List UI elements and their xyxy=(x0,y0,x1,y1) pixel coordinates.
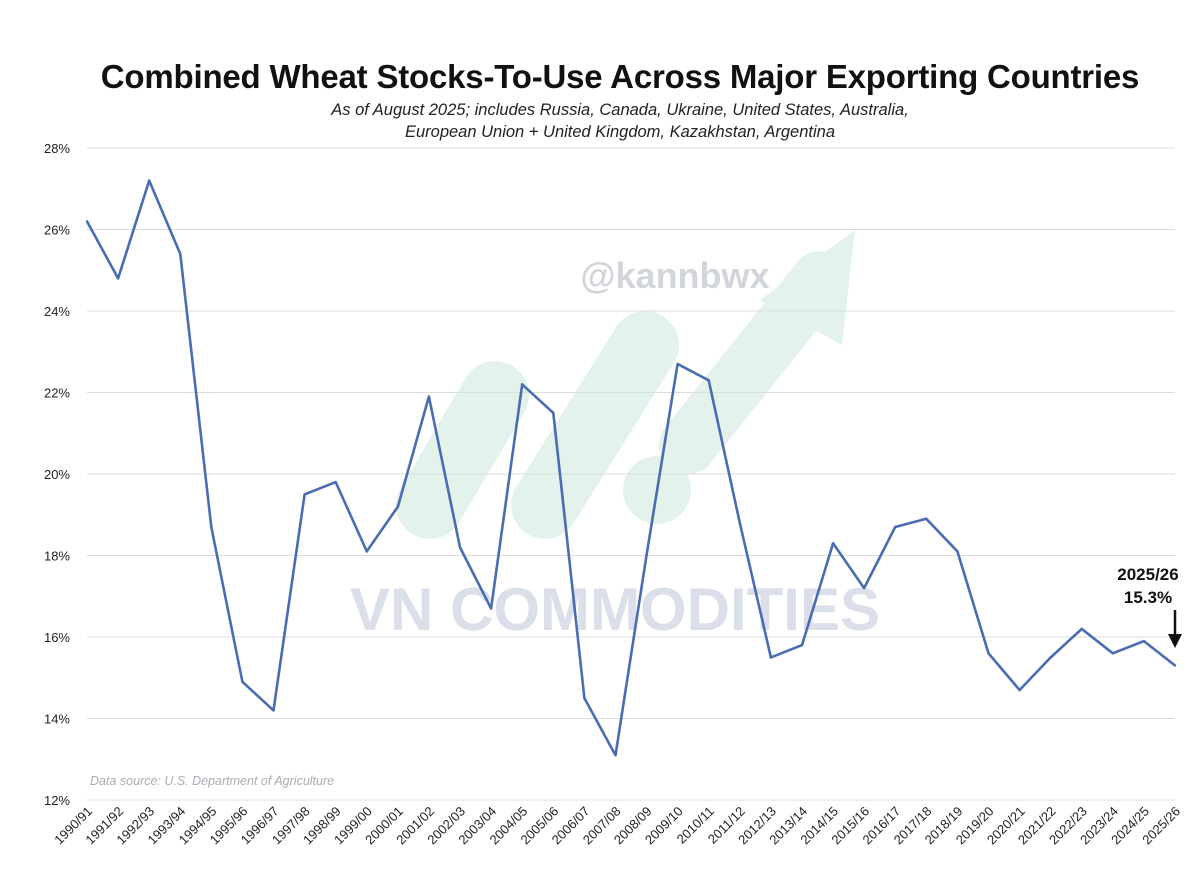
y-tick-label: 28% xyxy=(44,141,70,156)
data-point xyxy=(862,586,866,590)
data-point xyxy=(489,607,493,610)
data-point xyxy=(427,395,431,398)
y-tick-label: 14% xyxy=(44,712,70,727)
data-point xyxy=(987,652,990,655)
data-point xyxy=(614,753,617,757)
y-tick-label: 24% xyxy=(44,304,70,319)
chart-subtitle-line-2: European Union + United Kingdom, Kazakhs… xyxy=(404,123,836,141)
data-point xyxy=(147,179,151,182)
annotation-label-value: 15.3% xyxy=(1124,588,1172,607)
latest-value-annotation: 2025/26 15.3% xyxy=(1117,565,1182,648)
watermark-brand: VN COMMODITIES xyxy=(350,576,880,643)
data-point xyxy=(1049,656,1052,659)
data-point xyxy=(116,277,120,280)
data-point xyxy=(210,525,213,529)
data-point xyxy=(334,480,337,484)
data-point xyxy=(396,505,400,508)
chart-subtitle-line-1: As of August 2025; includes Russia, Cana… xyxy=(331,101,909,119)
data-point xyxy=(85,220,89,223)
data-point xyxy=(707,379,710,382)
data-point xyxy=(583,696,586,700)
data-point xyxy=(645,554,648,557)
y-tick-label: 22% xyxy=(44,386,70,401)
x-axis: 1990/911991/921992/931993/941994/951995/… xyxy=(51,804,1183,848)
watermark-handle: @kannbwx xyxy=(580,255,769,296)
data-point xyxy=(800,643,804,647)
data-source-note: Data source: U.S. Department of Agricult… xyxy=(90,774,334,788)
y-tick-label: 16% xyxy=(44,630,70,645)
data-point xyxy=(521,383,524,386)
data-point xyxy=(1018,688,1021,692)
annotation-arrow-head xyxy=(1168,634,1182,648)
annotation-label-year: 2025/26 xyxy=(1117,565,1178,584)
data-point xyxy=(1142,639,1146,643)
grid-layer xyxy=(87,147,1175,801)
data-point xyxy=(458,546,462,549)
chart-title: Combined Wheat Stocks-To-Use Across Majo… xyxy=(100,58,1140,95)
data-point xyxy=(738,521,741,525)
data-point xyxy=(1080,627,1083,631)
data-point xyxy=(1111,652,1115,655)
y-axis: 12% 14% 16% 18% 20% 22% 24% 26% 28% xyxy=(44,141,70,808)
data-point xyxy=(925,517,928,521)
y-tick-label: 12% xyxy=(44,793,70,808)
y-tick-label: 26% xyxy=(44,223,70,238)
data-point xyxy=(831,542,835,545)
data-point xyxy=(241,680,244,684)
data-point xyxy=(1173,664,1177,667)
data-point xyxy=(552,411,555,415)
data-point xyxy=(894,525,897,529)
series-line xyxy=(85,179,1176,757)
y-tick-label: 20% xyxy=(44,467,70,482)
data-point xyxy=(365,550,368,553)
data-point xyxy=(303,493,306,496)
data-point xyxy=(179,252,182,256)
data-point xyxy=(769,656,773,659)
series-layer xyxy=(85,179,1177,757)
y-tick-label: 18% xyxy=(44,549,70,564)
data-point xyxy=(676,362,679,366)
data-point xyxy=(272,709,275,712)
data-point xyxy=(956,550,959,553)
